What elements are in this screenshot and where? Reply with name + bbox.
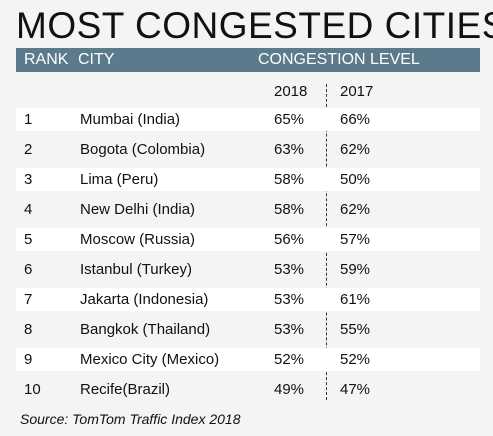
- table-body: 1 Mumbai (India) 65% 66% 2 Bogota (Colombia) 6…: [16, 108, 480, 408]
- rank-cell: 7: [24, 291, 33, 308]
- congestion-2018-cell: 53%: [274, 321, 305, 338]
- table-row: 2 Bogota (Colombia) 63% 62%: [16, 138, 480, 161]
- city-cell: Istanbul (Turkey): [80, 261, 192, 278]
- rank-cell: 1: [24, 111, 33, 128]
- table-row: 3 Lima (Peru) 58% 50%: [16, 168, 480, 191]
- congestion-2018-cell: 49%: [274, 381, 305, 398]
- congestion-2017-cell: 59%: [340, 261, 371, 278]
- table-row: 7 Jakarta (Indonesia) 53% 61%: [16, 288, 480, 311]
- city-cell: Mexico City (Mexico): [80, 351, 220, 368]
- congestion-2018-cell: 52%: [274, 351, 305, 368]
- city-cell: Mumbai (India): [80, 111, 181, 128]
- city-cell: Recife(Brazil): [80, 381, 171, 398]
- source-note: Source: TomTom Traffic Index 2018: [20, 411, 241, 427]
- table-header: RANK CITY CONGESTION LEVEL: [16, 48, 480, 72]
- rank-cell: 5: [24, 231, 33, 248]
- rank-cell: 2: [24, 141, 33, 158]
- city-cell: Bangkok (Thailand): [80, 321, 211, 338]
- city-cell: New Delhi (India): [80, 201, 196, 218]
- table-row: 1 Mumbai (India) 65% 66%: [16, 108, 480, 131]
- table-row: 10 Recife(Brazil) 49% 47%: [16, 378, 480, 401]
- table-row: 4 New Delhi (India) 58% 62%: [16, 198, 480, 221]
- congestion-2017-cell: 62%: [340, 141, 371, 158]
- city-cell: Lima (Peru): [80, 171, 159, 188]
- congestion-2017-cell: 66%: [340, 111, 371, 128]
- congestion-2017-cell: 57%: [340, 231, 371, 248]
- congestion-2018-cell: 56%: [274, 231, 305, 248]
- congestion-2017-cell: 52%: [340, 351, 371, 368]
- city-cell: Jakarta (Indonesia): [80, 291, 209, 308]
- table-row: 5 Moscow (Russia) 56% 57%: [16, 228, 480, 251]
- rank-cell: 4: [24, 201, 33, 218]
- header-congestion-level: CONGESTION LEVEL: [258, 51, 420, 68]
- page-title: MOST CONGESTED CITIES: [16, 5, 493, 46]
- congestion-2017-cell: 62%: [340, 201, 371, 218]
- header-rank: RANK: [24, 51, 69, 68]
- congestion-2017-cell: 47%: [340, 381, 371, 398]
- table-row: 8 Bangkok (Thailand) 53% 55%: [16, 318, 480, 341]
- year-2017-header: 2017: [340, 83, 374, 100]
- rank-cell: 10: [24, 381, 41, 398]
- year-2018-header: 2018: [274, 83, 308, 100]
- city-cell: Bogota (Colombia): [80, 141, 206, 158]
- congestion-2018-cell: 53%: [274, 291, 305, 308]
- header-city: CITY: [78, 51, 115, 68]
- rank-cell: 6: [24, 261, 33, 278]
- rank-cell: 9: [24, 351, 33, 368]
- congestion-2017-cell: 61%: [340, 291, 371, 308]
- congestion-2018-cell: 58%: [274, 171, 305, 188]
- city-cell: Moscow (Russia): [80, 231, 196, 248]
- congestion-2017-cell: 55%: [340, 321, 371, 338]
- rank-cell: 3: [24, 171, 33, 188]
- congestion-2018-cell: 58%: [274, 201, 305, 218]
- rank-cell: 8: [24, 321, 33, 338]
- table-row: 9 Mexico City (Mexico) 52% 52%: [16, 348, 480, 371]
- table-row: 6 Istanbul (Turkey) 53% 59%: [16, 258, 480, 281]
- congestion-2018-cell: 65%: [274, 111, 305, 128]
- congestion-2018-cell: 53%: [274, 261, 305, 278]
- congestion-2018-cell: 63%: [274, 141, 305, 158]
- congestion-2017-cell: 50%: [340, 171, 371, 188]
